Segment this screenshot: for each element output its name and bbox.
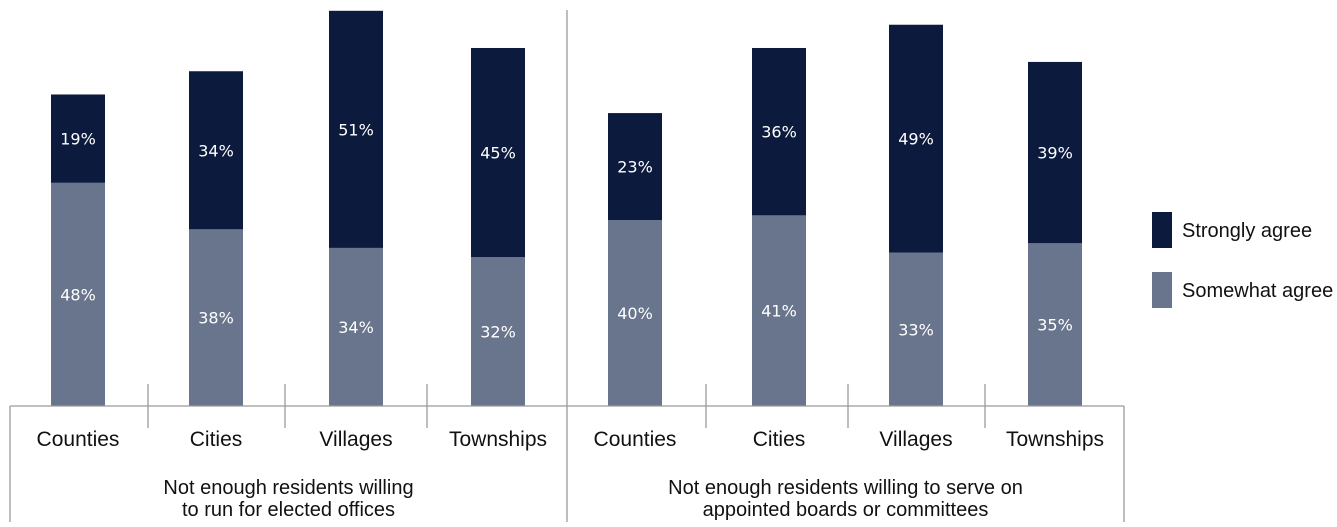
legend-label-2: Somewhat agree — [1182, 280, 1333, 302]
bar-somewhat-agree-7 — [889, 252, 943, 406]
bar-somewhat-agree-6 — [752, 215, 806, 406]
group-label-2-line-2: appointed boards or committees — [703, 499, 989, 521]
bar-somewhat-agree-5 — [608, 220, 662, 406]
group-label-2-line-1: Not enough residents willing to serve on — [668, 477, 1023, 499]
data-label-strongly-agree-4: 45% — [480, 144, 516, 163]
data-label-somewhat-agree-4: 32% — [480, 323, 516, 342]
data-label-somewhat-agree-8: 35% — [1037, 316, 1073, 335]
data-label-strongly-agree-7: 49% — [898, 130, 934, 149]
data-label-strongly-agree-3: 51% — [338, 120, 374, 139]
category-label-1: Counties — [37, 428, 120, 451]
bar-strongly-agree-7 — [889, 24, 943, 253]
data-label-strongly-agree-2: 34% — [198, 141, 234, 160]
data-label-somewhat-agree-7: 33% — [898, 320, 934, 339]
legend: Strongly agree Somewhat agree — [1152, 212, 1333, 308]
category-label-5: Counties — [594, 428, 677, 451]
bar-somewhat-agree-2 — [189, 229, 243, 406]
bar-strongly-agree-3 — [329, 10, 383, 248]
bar-somewhat-agree-4 — [471, 257, 525, 406]
bar-strongly-agree-6 — [752, 47, 806, 216]
bars-layer: 48% 19% 38% 34% 34% 51% 32% 45% 40% 23% 41% 36% 33% 4… — [51, 10, 1082, 406]
data-label-strongly-agree-1: 19% — [60, 130, 96, 149]
bar-strongly-agree-4 — [471, 47, 525, 258]
data-label-somewhat-agree-6: 41% — [761, 302, 797, 321]
category-label-8: Townships — [1006, 428, 1104, 451]
data-label-somewhat-agree-3: 34% — [338, 318, 374, 337]
category-axis: Counties Cities Villages Townships Not enoug… — [9, 10, 1125, 522]
data-label-strongly-agree-8: 39% — [1037, 144, 1073, 163]
bar-strongly-agree-5 — [608, 113, 662, 221]
legend-swatch-1 — [1152, 212, 1172, 248]
data-label-strongly-agree-6: 36% — [761, 123, 797, 142]
legend-label-1: Strongly agree — [1182, 220, 1312, 242]
legend-swatch-2 — [1152, 272, 1172, 308]
data-label-somewhat-agree-2: 38% — [198, 309, 234, 328]
bar-strongly-agree-2 — [189, 71, 243, 230]
bar-somewhat-agree-3 — [329, 247, 383, 406]
bar-strongly-agree-8 — [1028, 61, 1082, 244]
bar-somewhat-agree-8 — [1028, 243, 1082, 406]
group-label-1-line-2: to run for elected offices — [182, 499, 395, 521]
category-label-6: Cities — [753, 428, 806, 451]
bar-somewhat-agree-1 — [51, 182, 105, 406]
category-label-7: Villages — [879, 428, 952, 451]
group-label-1-line-1: Not enough residents willing — [163, 477, 413, 499]
data-label-somewhat-agree-1: 48% — [60, 285, 96, 304]
data-label-somewhat-agree-5: 40% — [617, 304, 653, 323]
category-label-3: Villages — [319, 428, 392, 451]
bar-strongly-agree-1 — [51, 94, 105, 183]
data-label-strongly-agree-5: 23% — [617, 158, 653, 177]
category-label-4: Townships — [449, 428, 547, 451]
category-label-2: Cities — [190, 428, 243, 451]
